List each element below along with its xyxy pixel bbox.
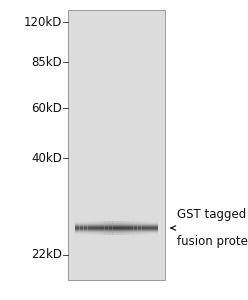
- Bar: [75, 224, 158, 225]
- Bar: [75, 227, 158, 228]
- Bar: [75, 230, 158, 231]
- Text: 120kD: 120kD: [24, 16, 62, 28]
- Bar: [104, 221, 109, 235]
- Bar: [75, 221, 158, 222]
- Bar: [75, 228, 158, 229]
- Bar: [129, 221, 134, 235]
- Bar: [75, 226, 158, 227]
- Text: 85kD: 85kD: [31, 56, 62, 68]
- Bar: [100, 221, 105, 235]
- Bar: [75, 224, 158, 225]
- Bar: [75, 232, 158, 233]
- Text: fusion protein: fusion protein: [177, 235, 248, 248]
- Text: 22kD: 22kD: [31, 248, 62, 262]
- Bar: [75, 223, 158, 224]
- Bar: [141, 221, 146, 235]
- Bar: [68, 10, 165, 280]
- Bar: [75, 225, 158, 226]
- Bar: [92, 221, 96, 235]
- Bar: [75, 231, 158, 232]
- Bar: [75, 222, 158, 223]
- Bar: [75, 221, 80, 235]
- Bar: [75, 227, 158, 228]
- Bar: [150, 221, 154, 235]
- Text: 60kD: 60kD: [31, 101, 62, 115]
- Bar: [75, 226, 158, 227]
- Bar: [75, 234, 158, 235]
- Bar: [137, 221, 142, 235]
- Text: 40kD: 40kD: [31, 152, 62, 164]
- Bar: [112, 221, 117, 235]
- Bar: [75, 233, 158, 234]
- Bar: [146, 221, 150, 235]
- Bar: [75, 225, 158, 226]
- Bar: [154, 221, 158, 235]
- Bar: [96, 221, 100, 235]
- Bar: [75, 231, 158, 232]
- Bar: [133, 221, 138, 235]
- Bar: [121, 221, 125, 235]
- Bar: [75, 222, 158, 223]
- Bar: [117, 221, 121, 235]
- Bar: [125, 221, 129, 235]
- Bar: [108, 221, 113, 235]
- Bar: [79, 221, 84, 235]
- Bar: [83, 221, 88, 235]
- Bar: [75, 221, 158, 222]
- Text: GST tagged: GST tagged: [177, 208, 246, 221]
- Bar: [88, 221, 92, 235]
- Bar: [75, 230, 158, 231]
- Bar: [75, 229, 158, 230]
- Bar: [75, 223, 158, 224]
